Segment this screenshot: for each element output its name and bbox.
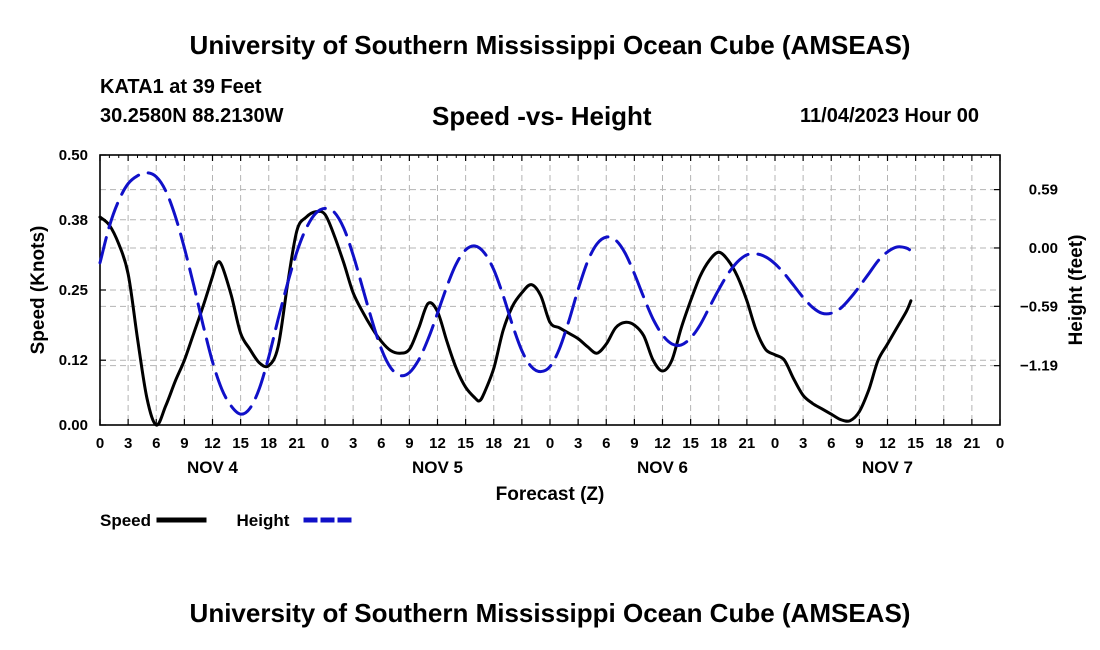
x-tick-label: 21 xyxy=(289,435,306,452)
x-tick-label: 12 xyxy=(429,435,446,452)
y2-tick-label: −0.59 xyxy=(1020,298,1058,315)
y-tick-label: 0.25 xyxy=(59,282,88,299)
y2-tick-label: 0.00 xyxy=(1029,240,1058,257)
x-tick-label: 0 xyxy=(321,435,329,452)
x-tick-label: 12 xyxy=(654,435,671,452)
y2-axis-title: Height (feet) xyxy=(1066,235,1087,346)
x-tick-label: 18 xyxy=(485,435,502,452)
legend-label-height: Height xyxy=(237,511,290,530)
x-day-label: NOV 4 xyxy=(187,458,239,477)
station-label: KATA1 at 39 Feet xyxy=(100,76,262,98)
y2-tick-label: 0.59 xyxy=(1029,182,1058,199)
x-tick-label: 3 xyxy=(124,435,132,452)
x-tick-label: 12 xyxy=(204,435,221,452)
x-tick-label: 18 xyxy=(260,435,277,452)
x-tick-label: 6 xyxy=(602,435,610,452)
y-tick-label: 0.50 xyxy=(59,147,88,164)
x-tick-label: 3 xyxy=(799,435,807,452)
x-day-label: NOV 6 xyxy=(637,458,688,477)
footer-title: University of Southern Mississippi Ocean… xyxy=(189,598,911,628)
series-line-height xyxy=(98,171,913,416)
x-tick-label: 0 xyxy=(771,435,779,452)
x-day-label: NOV 7 xyxy=(862,458,913,477)
y2-tick-label: −1.19 xyxy=(1020,358,1058,375)
chart-title: Speed -vs- Height xyxy=(432,101,652,131)
x-tick-label: 0 xyxy=(96,435,104,452)
series-line-speed xyxy=(98,209,913,427)
x-tick-label: 3 xyxy=(574,435,582,452)
x-tick-label: 15 xyxy=(457,435,474,452)
x-tick-label: 9 xyxy=(180,435,188,452)
y-tick-label: 0.12 xyxy=(59,352,88,369)
x-tick-label: 18 xyxy=(935,435,952,452)
x-tick-label: 15 xyxy=(907,435,924,452)
x-tick-label: 21 xyxy=(739,435,756,452)
x-tick-label: 6 xyxy=(827,435,835,452)
x-tick-label: 15 xyxy=(232,435,249,452)
forecast-datetime: 11/04/2023 Hour 00 xyxy=(800,105,980,127)
y-tick-label: 0.38 xyxy=(59,212,88,229)
station-coordinates: 30.2580N 88.2130W xyxy=(100,105,284,127)
x-tick-label: 21 xyxy=(964,435,981,452)
y-axis-title: Speed (Knots) xyxy=(28,226,49,355)
x-tick-label: 9 xyxy=(855,435,863,452)
x-tick-label: 6 xyxy=(377,435,385,452)
legend-label-speed: Speed xyxy=(100,511,151,530)
x-axis-title: Forecast (Z) xyxy=(496,484,605,505)
x-tick-label: 0 xyxy=(546,435,554,452)
x-tick-label: 15 xyxy=(682,435,699,452)
page-title: University of Southern Mississippi Ocean… xyxy=(189,30,911,60)
y-tick-label: 0.00 xyxy=(59,417,88,434)
x-tick-label: 6 xyxy=(152,435,160,452)
x-tick-label: 3 xyxy=(349,435,357,452)
x-tick-label: 9 xyxy=(405,435,413,452)
x-tick-label: 21 xyxy=(514,435,531,452)
x-tick-label: 18 xyxy=(710,435,727,452)
x-tick-label: 12 xyxy=(879,435,896,452)
x-tick-label: 9 xyxy=(630,435,638,452)
x-day-label: NOV 5 xyxy=(412,458,463,477)
x-tick-label: 0 xyxy=(996,435,1004,452)
